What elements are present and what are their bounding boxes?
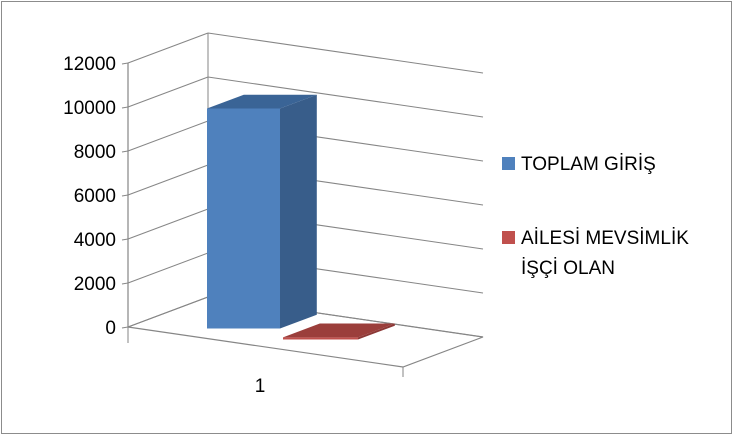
legend-item-2: AİLESİ MEVSİMLİK İŞÇİ OLAN [502, 228, 689, 279]
bar-front-face [207, 108, 280, 329]
bar-1 [207, 94, 317, 329]
y-tick-labels: 0 2000 4000 6000 8000 10000 12000 [63, 54, 116, 339]
y-tick-mark [121, 282, 129, 285]
x-tick-labels: 1 [127, 327, 404, 397]
bar-side-face [358, 323, 395, 340]
legend-label: İŞÇİ OLAN [521, 258, 615, 279]
y-tick-label: 4000 [74, 230, 116, 251]
y-tick-mark [121, 194, 129, 197]
gridline-back [207, 76, 484, 118]
legend-swatch [502, 157, 515, 170]
gridline-side [127, 76, 209, 108]
legend: TOPLAM GİRİŞ AİLESİ MEVSİMLİK İŞÇİ OLAN [502, 154, 689, 279]
legend-label: AİLESİ MEVSİMLİK [521, 228, 689, 249]
gridline-side [127, 208, 209, 240]
legend-swatch [502, 231, 515, 244]
bar-top-face [283, 323, 395, 338]
gridline-side [127, 120, 209, 152]
bars [207, 94, 395, 340]
y-tick-label: 10000 [63, 98, 116, 119]
legend-item-1: TOPLAM GİRİŞ [502, 154, 656, 175]
y-tick-mark [121, 326, 129, 329]
gridline-side [127, 32, 209, 64]
bar-side-face [280, 94, 317, 329]
bar-top-face [207, 94, 317, 109]
bar-front-face [283, 337, 358, 340]
y-tick-label: 12000 [63, 54, 116, 75]
gridline-side [127, 164, 209, 196]
y-tick-mark [121, 150, 129, 153]
y-tick-mark [121, 106, 129, 109]
y-tick-mark [121, 238, 129, 241]
legend-label: TOPLAM GİRİŞ [521, 154, 656, 175]
y-tick-label: 2000 [74, 274, 116, 295]
y-tick-label: 6000 [74, 186, 116, 207]
x-tick-label: 1 [255, 376, 266, 397]
gridline-back [207, 32, 484, 74]
y-tick-label: 8000 [74, 142, 116, 163]
bar-2 [283, 323, 395, 340]
gridline-side [127, 296, 209, 328]
y-tick-mark [121, 62, 129, 65]
y-tick-label: 0 [105, 318, 116, 339]
gridline-side [127, 252, 209, 284]
